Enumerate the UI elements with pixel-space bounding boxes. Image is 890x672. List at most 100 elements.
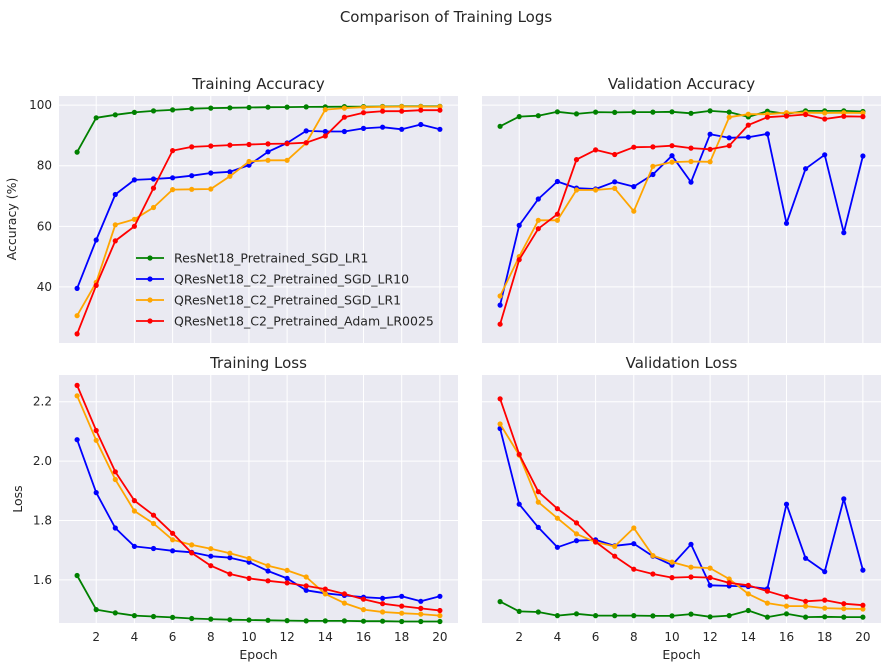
data-point (764, 114, 771, 120)
data-point (303, 128, 309, 134)
data-point (707, 159, 713, 165)
data-point (131, 508, 137, 514)
series-line-qresnet18-c2-pretrained-adam-lr0025 (499, 398, 863, 607)
validation-loss-panel: 2 4 6 8 10 12 14 16 18 20 Validation Loss Epoch (482, 354, 881, 662)
data-point (497, 123, 503, 129)
series-line-qresnet18-c2-pretrained-adam-lr0025 (76, 385, 440, 612)
data-point (246, 141, 252, 148)
data-point (74, 393, 80, 399)
data-point (131, 216, 137, 222)
data-point (822, 110, 828, 116)
data-point (631, 208, 637, 214)
data-point (170, 107, 176, 113)
data-point (150, 545, 157, 552)
data-point (822, 614, 828, 620)
data-point (669, 559, 675, 565)
data-point (437, 126, 443, 132)
data-point (707, 131, 713, 137)
data-point (593, 109, 599, 115)
training-accuracy-ylabel: Accuracy (%) (4, 178, 19, 261)
data-point (112, 238, 118, 244)
data-point (437, 104, 443, 110)
training-loss-plot-area (59, 375, 458, 623)
data-point (437, 607, 443, 614)
series-line-qresnet18-c2-pretrained-sgd-lr10 (499, 132, 864, 306)
y-tick-label: 1.8 (33, 514, 52, 528)
data-point (650, 109, 656, 115)
data-point (707, 575, 713, 581)
data-point (380, 104, 386, 110)
data-point (535, 499, 541, 505)
data-point (265, 157, 271, 163)
series-qresnet18-c2-pretrained-sgd-lr10 (74, 121, 443, 291)
x-tick-label: 12 (702, 630, 717, 644)
y-tick-label: 2.0 (33, 454, 52, 468)
data-point (707, 108, 713, 114)
data-point (554, 178, 561, 185)
data-point (822, 569, 828, 575)
data-point (322, 128, 328, 135)
data-point (380, 595, 386, 601)
data-point (150, 520, 157, 527)
series-line-qresnet18-c2-pretrained-sgd-lr10 (76, 439, 441, 603)
series-qresnet18-c2-pretrained-sgd-lr10 (497, 425, 866, 592)
data-point (612, 185, 618, 191)
legend-label: QResNet18_C2_Pretrained_SGD_LR10 (174, 272, 409, 287)
data-point (573, 187, 580, 193)
data-point (650, 553, 656, 559)
data-point (612, 151, 618, 158)
data-point (726, 114, 732, 120)
data-point (246, 555, 252, 562)
data-point (803, 603, 809, 609)
data-point (418, 605, 424, 612)
data-point (745, 111, 751, 117)
series-qresnet18-c2-pretrained-sgd-lr10 (497, 131, 866, 308)
data-point (535, 113, 541, 119)
series-line-qresnet18-c2-pretrained-sgd-lr10 (499, 428, 864, 590)
data-point (593, 187, 599, 193)
data-point (360, 125, 367, 131)
data-point (612, 553, 618, 559)
data-point (688, 158, 694, 165)
data-point (399, 126, 405, 132)
data-point (93, 427, 99, 434)
data-point (303, 618, 309, 624)
data-point (112, 191, 118, 198)
data-point (573, 531, 580, 537)
data-point (783, 611, 790, 617)
data-point (380, 609, 386, 615)
data-point (631, 613, 637, 619)
data-point (573, 111, 580, 117)
series-qresnet18-c2-pretrained-sgd-lr1 (74, 104, 443, 319)
data-point (554, 613, 561, 619)
data-point (822, 597, 828, 603)
data-point (322, 133, 328, 139)
data-point (726, 109, 732, 115)
data-point (74, 149, 80, 155)
data-point (593, 613, 599, 619)
data-point (612, 613, 618, 619)
data-point (783, 603, 790, 609)
data-point (74, 331, 80, 337)
x-tick-label: 8 (630, 630, 638, 644)
legend-marker (147, 297, 153, 303)
data-point (265, 563, 271, 569)
data-point (246, 158, 252, 165)
data-point (131, 177, 137, 183)
data-point (341, 128, 347, 135)
data-point (707, 582, 713, 588)
data-point (112, 476, 118, 483)
y-tick-label: 60 (37, 219, 52, 233)
data-point (745, 582, 751, 588)
data-point (360, 607, 367, 613)
data-point (554, 506, 561, 512)
data-point (573, 611, 580, 617)
series-qresnet18-c2-pretrained-sgd-lr1 (74, 393, 443, 619)
data-point (170, 537, 176, 543)
data-point (208, 170, 214, 176)
data-point (535, 524, 541, 531)
x-tick-label: 18 (817, 630, 832, 644)
legend-item: QResNet18_C2_Pretrained_SGD_LR10 (136, 272, 409, 287)
data-point (516, 114, 522, 120)
data-point (112, 222, 118, 228)
